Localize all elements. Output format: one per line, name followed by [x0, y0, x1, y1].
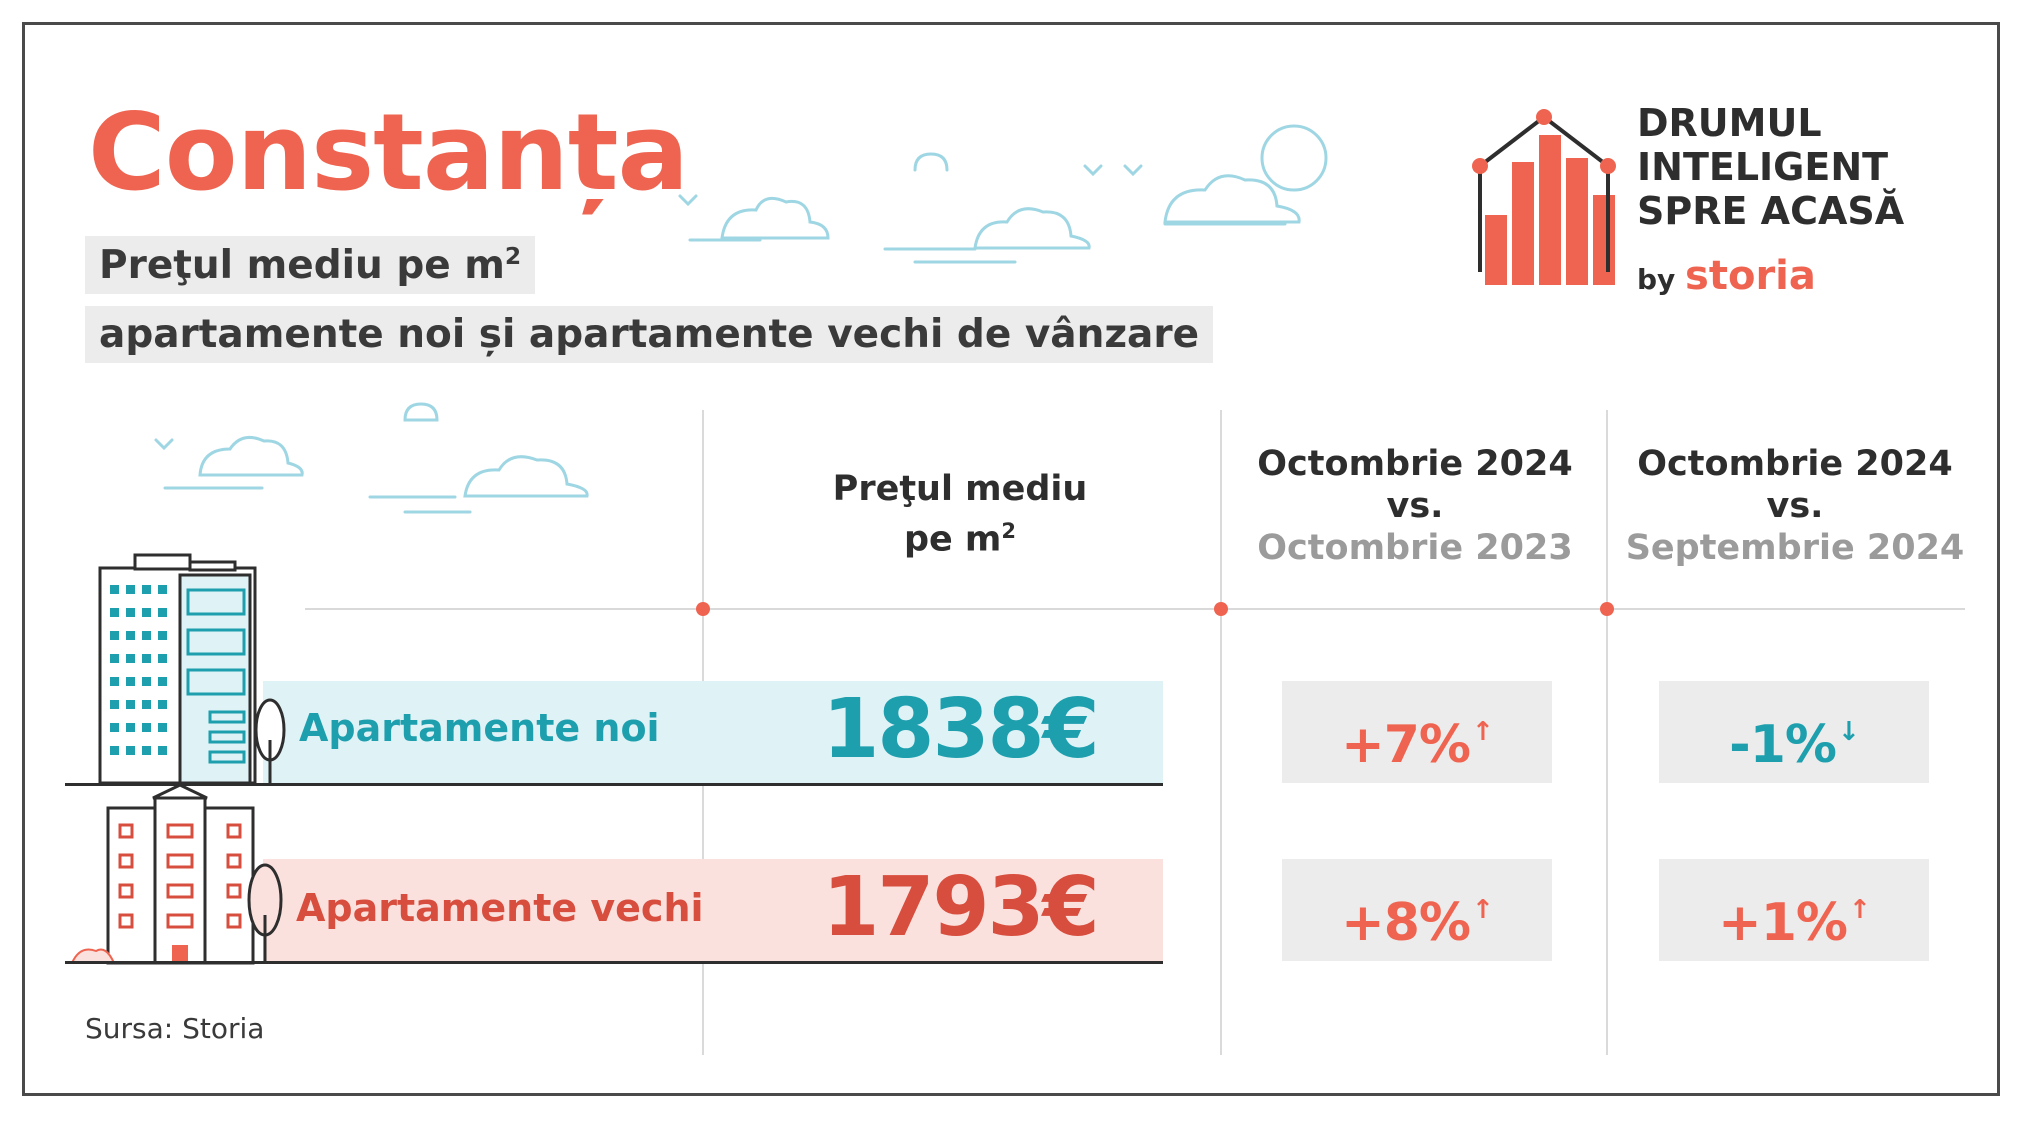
divider-dot [1600, 602, 1614, 616]
subtitle-apartments: apartamente noi și apartamente vechi de … [85, 306, 1214, 363]
row-old-band [263, 859, 1163, 961]
arrow-up-icon: ↑ [1472, 895, 1494, 925]
column-divider [1220, 410, 1222, 1055]
row-new-mom-badge: -1%↓ [1659, 681, 1929, 783]
row-old-yoy-value: +8% [1341, 893, 1471, 953]
arrow-up-icon: ↑ [1849, 895, 1871, 925]
row-new-yoy-badge: +7%↑ [1282, 681, 1552, 783]
row-old-mom-value: +1% [1718, 893, 1848, 953]
price-header-line2-wrap: pe m2 [760, 510, 1160, 561]
subtitle-line1-text: Preţul mediu pe m [99, 243, 505, 289]
row-old-mom-badge: +1%↑ [1659, 859, 1929, 961]
row-old-yoy-badge: +8%↑ [1282, 859, 1552, 961]
source-note: Sursa: Storia [85, 1012, 265, 1045]
row-old-baseline [65, 961, 1163, 964]
storia-logo: storia [1685, 253, 1816, 299]
price-header-line1: Preţul mediu [832, 469, 1088, 509]
subtitle-line1-sup: 2 [504, 242, 522, 270]
column-header-mom: Octombrie 2024 vs. Septembrie 2024 [1600, 443, 1990, 569]
column-header-price: Preţul mediu pe m2 [760, 468, 1160, 561]
row-new-label: Apartamente noi [299, 706, 660, 750]
divider-dot [696, 602, 710, 616]
header-divider [305, 608, 1965, 610]
arrow-down-icon: ↓ [1838, 717, 1860, 747]
yoy-line3: Octombrie 2023 [1257, 528, 1573, 568]
buildings-illustration [70, 553, 286, 965]
row-new-band [263, 681, 1163, 783]
row-old-price: 1793€ [822, 860, 1099, 955]
price-header-line2: pe m [903, 519, 1002, 560]
mom-line1: Octombrie 2024 [1637, 444, 1953, 484]
brand-title: DRUMUL INTELIGENT SPRE ACASĂ [1637, 101, 1987, 233]
row-new-price: 1838€ [822, 682, 1099, 777]
mom-line3: Septembrie 2024 [1625, 528, 1965, 568]
brand-line1: DRUMUL [1637, 101, 1822, 145]
divider-dot [1214, 602, 1228, 616]
column-header-yoy: Octombrie 2024 vs. Octombrie 2023 [1220, 443, 1610, 569]
price-header-sup: 2 [1001, 519, 1017, 543]
brand-byline: by storia [1637, 253, 1816, 299]
brand-by: by [1637, 263, 1676, 296]
city-title: Constanța [88, 91, 689, 214]
bar-chart-house-icon [1472, 109, 1616, 285]
row-new-mom-value: -1% [1729, 715, 1837, 775]
brand-line3: SPRE ACASĂ [1637, 189, 1905, 233]
yoy-line1: Octombrie 2024 [1257, 444, 1573, 484]
column-divider [1606, 410, 1608, 1055]
subtitle-price-per-sqm: Preţul mediu pe m2 [85, 236, 536, 295]
yoy-line2: vs. [1386, 486, 1444, 526]
row-new-baseline [65, 783, 1163, 786]
row-old-label: Apartamente vechi [296, 886, 704, 930]
mom-line2: vs. [1766, 486, 1824, 526]
brand-line2: INTELIGENT [1637, 145, 1889, 189]
row-new-yoy-value: +7% [1341, 715, 1471, 775]
arrow-up-icon: ↑ [1472, 717, 1494, 747]
